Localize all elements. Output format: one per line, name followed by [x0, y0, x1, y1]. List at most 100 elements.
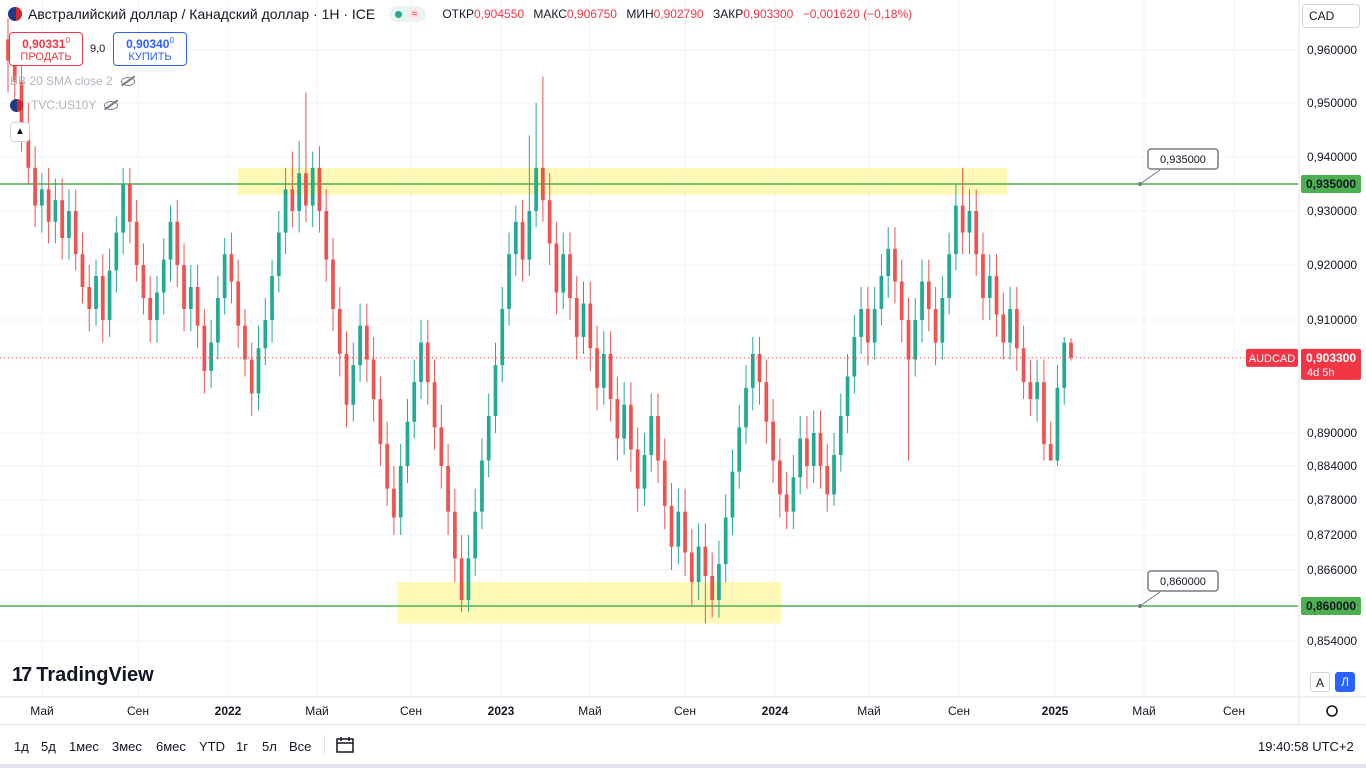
auto-scale-button[interactable]: A [1310, 672, 1330, 692]
candle [161, 238, 166, 315]
eye-slash-icon[interactable] [120, 76, 135, 86]
candle-body [940, 298, 945, 343]
ohlc-change: −0,001620 (−0,18%) [802, 7, 913, 21]
callout-pointer [1139, 591, 1161, 607]
candle-body [933, 309, 938, 343]
candle-body [981, 254, 985, 298]
candle [608, 331, 613, 422]
candle-body [310, 167, 315, 206]
settings-icon[interactable] [1326, 705, 1338, 717]
candle-body [994, 276, 999, 315]
period-5y[interactable]: 5л [262, 739, 277, 754]
tradingview-logo-icon[interactable]: 17 TradingView [12, 664, 154, 687]
candle-body [33, 167, 37, 206]
currency-selector[interactable]: CAD [1302, 4, 1360, 28]
indicator-us10y[interactable]: TVC:US10Y [10, 98, 119, 112]
candle [784, 471, 789, 530]
candle [649, 393, 654, 472]
chevron-up-icon[interactable]: ▲ [10, 122, 30, 142]
candle [310, 151, 315, 228]
candle-body [513, 221, 518, 255]
period-1y[interactable]: 1г [236, 739, 248, 754]
candle [195, 265, 200, 349]
candle [1055, 365, 1060, 466]
candle-body [595, 348, 599, 388]
candle-body [371, 359, 376, 400]
symbol-title[interactable]: Австралийский доллар / Канадский доллар … [28, 6, 376, 22]
candle-body [960, 205, 965, 233]
candle-body [534, 167, 538, 211]
candle [304, 92, 308, 222]
candle [466, 535, 471, 612]
candle-body [161, 259, 166, 293]
candle [872, 287, 877, 360]
x-tick-label: Май [578, 704, 602, 718]
y-tick-label: 0,884000 [1307, 459, 1357, 473]
period-5d[interactable]: 5д [41, 739, 56, 754]
candle-body [689, 552, 694, 582]
candle-body [412, 382, 417, 422]
eye-slash-icon[interactable] [104, 100, 119, 110]
period-3m[interactable]: 3мес [112, 739, 142, 754]
candle [283, 167, 288, 255]
candle-body [493, 365, 498, 417]
candle-body [730, 471, 735, 518]
tv-mark: 17 [12, 664, 32, 686]
sell-button[interactable]: 0,903310 ПРОДАТЬ [9, 32, 83, 66]
candle [202, 309, 207, 394]
candle-body [750, 353, 755, 388]
level-axis-badge [1301, 597, 1361, 615]
candle [1028, 359, 1033, 417]
price-chart[interactable]: 0,935000 0,860000 AUDCAD 0,960000 0,950000… [0, 0, 1366, 724]
candle [107, 248, 112, 337]
clock[interactable]: 19:40:58 UTC+2 [1258, 739, 1354, 754]
calendar-range-icon[interactable] [335, 736, 355, 754]
y-tick-label: 0,920000 [1307, 258, 1357, 272]
candle-body [662, 460, 667, 506]
market-status-badge[interactable]: ≈ [389, 6, 427, 22]
x-tick-label: 2024 [762, 704, 789, 718]
candle [601, 331, 606, 405]
buy-button[interactable]: 0,903400 КУПИТЬ [113, 32, 187, 66]
candle-body [216, 298, 220, 343]
candle-body [608, 353, 613, 400]
candle [832, 433, 836, 506]
candle [933, 287, 938, 366]
candle [534, 103, 538, 228]
candle [486, 393, 491, 478]
candle-body [236, 281, 241, 326]
candle [216, 276, 220, 360]
time-axis[interactable]: Май Сен 2022 Май Сен 2023 Май Сен 2024 Май Сен 2025… [0, 696, 1366, 718]
candle-body [507, 254, 511, 309]
period-1m[interactable]: 1мес [69, 739, 99, 754]
wave-icon: ≈ [408, 8, 421, 20]
candle [297, 140, 302, 233]
candle [324, 189, 329, 282]
candle-body [87, 287, 92, 309]
candle-body [832, 455, 836, 495]
candle-body [527, 211, 532, 260]
level-callout-label: 0,860000 [1160, 576, 1206, 588]
candle-body [134, 221, 139, 265]
candle-body [53, 200, 58, 222]
candle [662, 438, 667, 530]
period-1d[interactable]: 1д [14, 739, 29, 754]
price-axis[interactable]: 0,960000 0,950000 0,940000 0,930000 0,920000… [1298, 0, 1366, 724]
period-ytd[interactable]: YTD [199, 739, 225, 754]
candle [236, 259, 241, 349]
log-scale-button[interactable]: Л [1335, 672, 1355, 692]
ohlc-high-value: 0,906750 [566, 7, 617, 21]
ohlc-low-value: 0,902790 [653, 7, 704, 21]
candle [87, 265, 92, 332]
candle [913, 298, 918, 377]
candle [588, 281, 593, 371]
period-6m[interactable]: 6мес [156, 739, 186, 754]
candle [954, 184, 958, 271]
candle-body [520, 221, 525, 260]
period-all[interactable]: Все [289, 739, 312, 754]
candle [791, 455, 796, 530]
indicator-bb[interactable]: BB 20 SMA close 2 [10, 74, 135, 88]
candle-body [791, 477, 796, 512]
candle [696, 523, 701, 600]
candle-body [459, 558, 464, 600]
